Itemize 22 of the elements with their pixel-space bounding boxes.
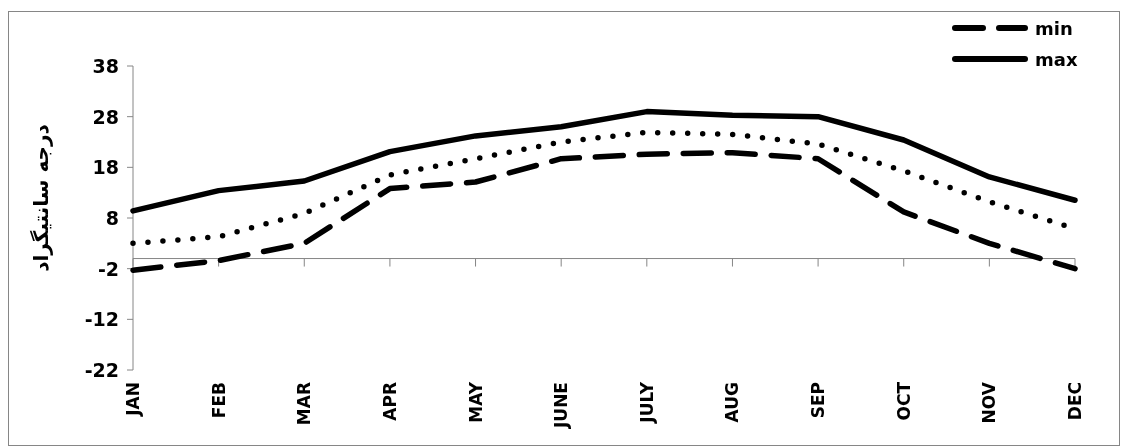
x-tick-label: FEB bbox=[208, 382, 229, 419]
legend-label: max bbox=[1035, 49, 1078, 70]
y-tick-label: -12 bbox=[84, 308, 119, 331]
y-tick-label: -22 bbox=[84, 359, 119, 381]
legend-label: min bbox=[1035, 18, 1073, 39]
y-tick-label: -2 bbox=[97, 257, 119, 280]
x-tick-label: NOV bbox=[979, 381, 1000, 424]
y-tick-label: 38 bbox=[92, 55, 119, 77]
y-tick-label: 28 bbox=[92, 105, 119, 128]
x-tick-label: JAN bbox=[123, 382, 143, 417]
y-axis-title: درجه سانتیگراد bbox=[29, 124, 53, 272]
x-tick-label: MAY bbox=[465, 381, 486, 423]
y-tick-label: 8 bbox=[105, 207, 119, 229]
x-tick-label: DEC bbox=[1065, 382, 1085, 421]
x-tick-label: OCT bbox=[893, 381, 914, 421]
x-tick-label: MAR bbox=[294, 382, 315, 426]
x-tick-label: JULY bbox=[636, 381, 657, 424]
x-tick-label: JUNE bbox=[551, 382, 572, 429]
y-tick-label: 18 bbox=[92, 156, 119, 179]
x-tick-label: APR bbox=[379, 382, 400, 421]
x-tick-label: AUG bbox=[722, 382, 743, 423]
x-tick-label: SEP bbox=[808, 382, 829, 419]
